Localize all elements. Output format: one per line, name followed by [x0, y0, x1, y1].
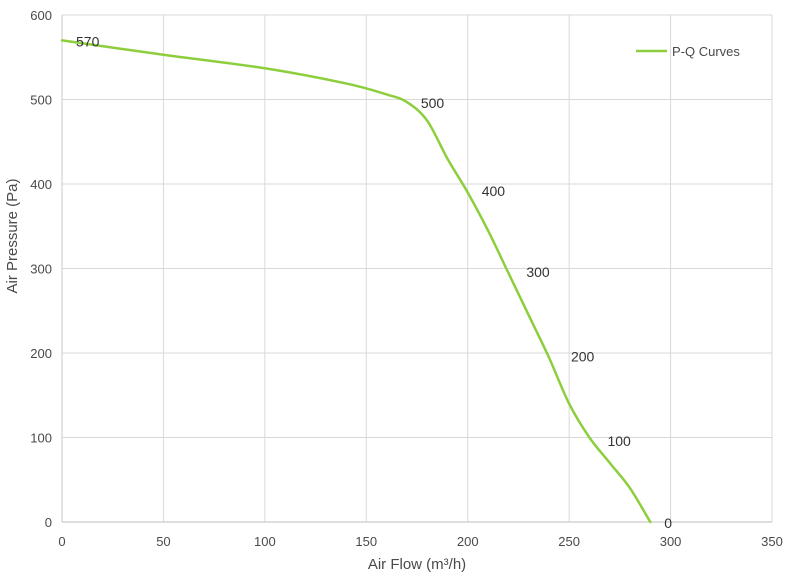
- x-tick-label: 200: [457, 534, 479, 549]
- legend: P-Q Curves: [636, 44, 740, 59]
- series-line: [60, 39, 652, 524]
- y-tick-label: 600: [30, 8, 52, 23]
- x-tick-label: 0: [58, 534, 65, 549]
- data-label: 0: [664, 515, 672, 531]
- series-layer: [60, 39, 652, 524]
- data-label: 100: [607, 433, 631, 449]
- y-tick-label: 100: [30, 431, 52, 446]
- x-tick-label: 250: [558, 534, 580, 549]
- y-tick-label: 0: [45, 515, 52, 530]
- y-tick-label: 400: [30, 177, 52, 192]
- data-labels: 570 500 400 300 200 100 0: [76, 33, 672, 531]
- grid-lines: [62, 14, 773, 522]
- x-tick-label: 350: [761, 534, 783, 549]
- y-tick-label: 200: [30, 346, 52, 361]
- x-axis-title: Air Flow (m³/h): [368, 556, 466, 573]
- x-tick-label: 150: [355, 534, 377, 549]
- tick-labels: 0 50 100 150 200 250 300 350 0 100 200 300 400 500 600: [30, 8, 783, 549]
- data-label: 300: [526, 264, 550, 280]
- data-label: 200: [571, 349, 595, 365]
- legend-label: P-Q Curves: [672, 44, 740, 59]
- y-tick-label: 300: [30, 262, 52, 277]
- y-tick-label: 500: [30, 93, 52, 108]
- data-label: 570: [76, 33, 100, 49]
- x-tick-label: 100: [254, 534, 276, 549]
- x-tick-label: 300: [660, 534, 682, 549]
- x-tick-label: 50: [156, 534, 170, 549]
- axes: [61, 15, 772, 523]
- data-label: 500: [421, 95, 445, 111]
- y-axis-title: Air Pressure (Pa): [4, 178, 21, 293]
- data-label: 400: [482, 183, 506, 199]
